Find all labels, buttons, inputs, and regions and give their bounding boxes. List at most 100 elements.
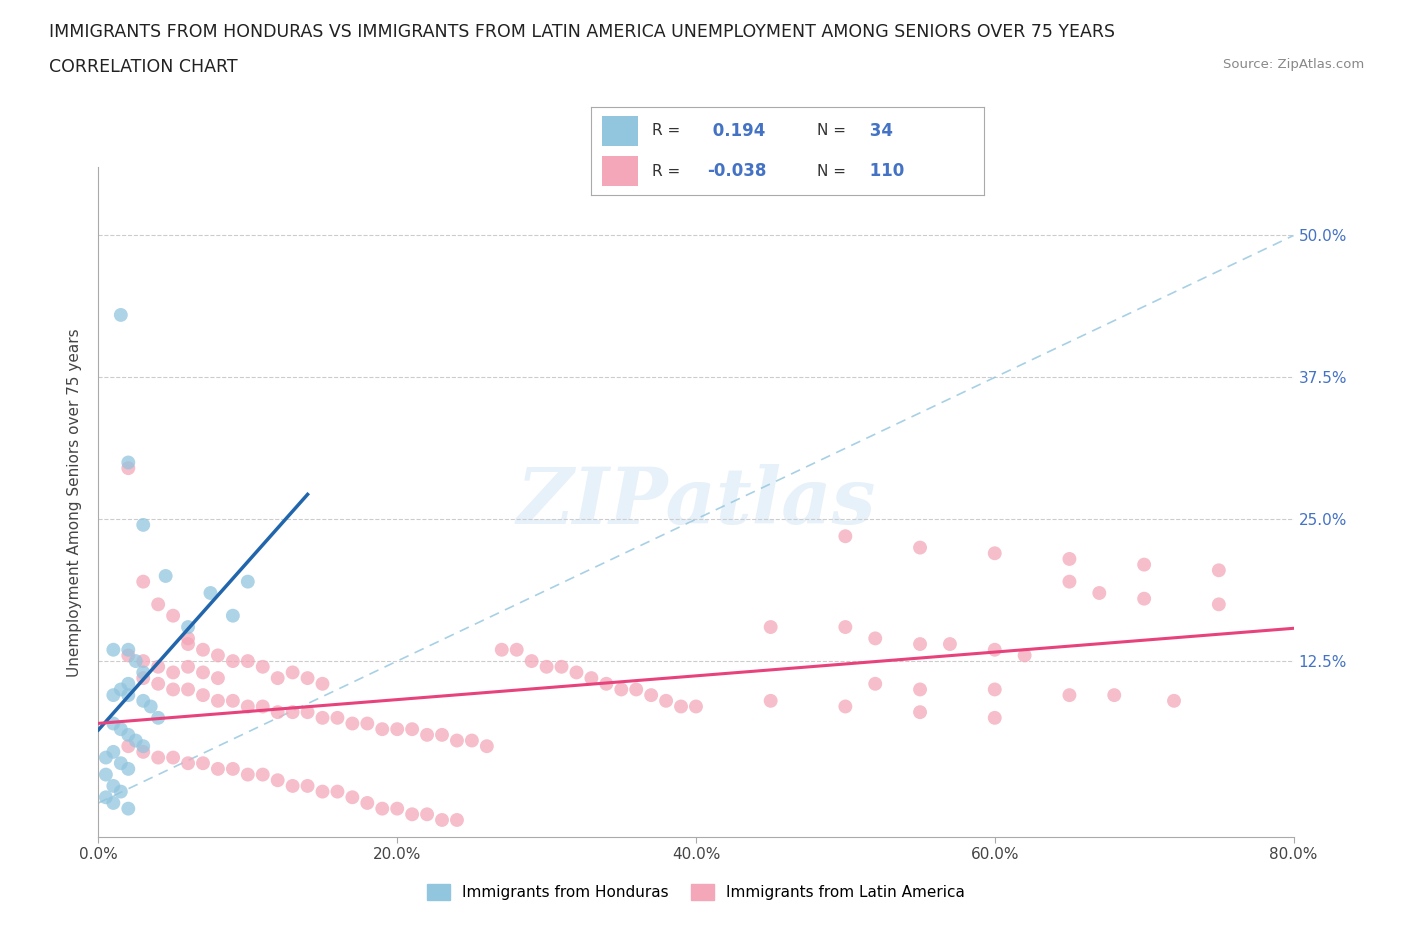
- Point: [267, 671, 290, 685]
- Point: [297, 705, 319, 720]
- Point: [125, 733, 148, 748]
- Point: [595, 676, 617, 691]
- Point: [117, 762, 139, 777]
- Point: [110, 756, 132, 771]
- Point: [162, 682, 184, 697]
- Point: [759, 694, 782, 709]
- Point: [565, 665, 588, 680]
- Point: [311, 676, 333, 691]
- Point: [132, 738, 155, 753]
- Point: [267, 773, 290, 788]
- Point: [103, 687, 125, 702]
- Y-axis label: Unemployment Among Seniors over 75 years: Unemployment Among Seniors over 75 years: [67, 328, 83, 676]
- Point: [103, 643, 125, 658]
- Point: [939, 637, 962, 652]
- Point: [550, 659, 572, 674]
- Point: [117, 643, 139, 658]
- Point: [148, 676, 170, 691]
- Point: [281, 665, 304, 680]
- Point: [148, 659, 170, 674]
- Text: 34: 34: [865, 122, 893, 140]
- Point: [222, 694, 245, 709]
- Point: [132, 517, 155, 532]
- Point: [110, 784, 132, 799]
- Point: [865, 676, 887, 691]
- Point: [162, 751, 184, 765]
- Point: [148, 597, 170, 612]
- Point: [148, 711, 170, 725]
- Point: [267, 705, 290, 720]
- Point: [446, 813, 468, 828]
- Point: [326, 711, 349, 725]
- Point: [446, 733, 468, 748]
- Text: CORRELATION CHART: CORRELATION CHART: [49, 58, 238, 75]
- Point: [1208, 563, 1230, 578]
- Point: [222, 762, 245, 777]
- Point: [162, 665, 184, 680]
- Text: R =: R =: [651, 124, 685, 139]
- Text: 110: 110: [865, 163, 904, 180]
- Point: [491, 643, 513, 658]
- Point: [132, 665, 155, 680]
- Point: [342, 716, 364, 731]
- Point: [401, 722, 423, 737]
- Point: [281, 778, 304, 793]
- Point: [461, 733, 484, 748]
- Point: [132, 694, 155, 709]
- Point: [94, 751, 117, 765]
- Point: [311, 784, 333, 799]
- Point: [177, 756, 200, 771]
- Point: [984, 682, 1007, 697]
- Point: [125, 654, 148, 669]
- Point: [252, 699, 274, 714]
- Text: 0.194: 0.194: [707, 122, 765, 140]
- Point: [356, 795, 378, 810]
- Point: [908, 705, 931, 720]
- Point: [191, 665, 214, 680]
- Point: [200, 586, 222, 601]
- Point: [581, 671, 603, 685]
- Point: [177, 619, 200, 634]
- Point: [207, 762, 229, 777]
- Point: [475, 738, 498, 753]
- Point: [94, 767, 117, 782]
- Point: [984, 546, 1007, 561]
- Point: [865, 631, 887, 645]
- Point: [103, 778, 125, 793]
- Point: [103, 716, 125, 731]
- Point: [416, 807, 439, 822]
- Point: [236, 654, 259, 669]
- Point: [236, 699, 259, 714]
- Point: [908, 637, 931, 652]
- Point: [371, 722, 394, 737]
- Point: [326, 784, 349, 799]
- Point: [1059, 551, 1081, 566]
- Point: [207, 671, 229, 685]
- Point: [117, 727, 139, 742]
- Point: [297, 671, 319, 685]
- Point: [222, 608, 245, 623]
- Point: [1059, 687, 1081, 702]
- Point: [132, 654, 155, 669]
- Point: [177, 682, 200, 697]
- Point: [908, 682, 931, 697]
- Point: [401, 807, 423, 822]
- Point: [536, 659, 558, 674]
- Point: [148, 751, 170, 765]
- Text: N =: N =: [817, 124, 851, 139]
- Point: [520, 654, 543, 669]
- Point: [759, 619, 782, 634]
- Point: [834, 699, 856, 714]
- Text: -0.038: -0.038: [707, 163, 766, 180]
- Point: [117, 455, 139, 470]
- Point: [177, 631, 200, 645]
- FancyBboxPatch shape: [602, 156, 638, 186]
- Point: [356, 716, 378, 731]
- Point: [236, 574, 259, 589]
- Point: [1133, 591, 1156, 606]
- Point: [222, 654, 245, 669]
- Point: [117, 676, 139, 691]
- Point: [626, 682, 648, 697]
- Point: [281, 705, 304, 720]
- Point: [252, 767, 274, 782]
